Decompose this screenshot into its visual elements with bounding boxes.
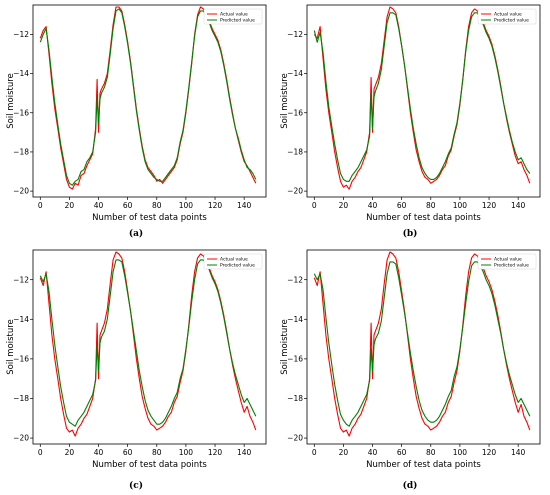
legend-box: [477, 253, 537, 270]
x-tick-label: 140: [237, 201, 252, 210]
y-tick-label: −14: [13, 69, 29, 78]
y-tick-label: −16: [287, 354, 303, 363]
series-line-actual: [313, 251, 531, 437]
chart-panel-3: 0 20 40 60 80 100 120 140 −12 −14 −16 −18 −20 Number …: [6, 249, 267, 491]
x-tick-label: 20: [339, 448, 349, 457]
plot-frame: [32, 249, 267, 445]
y-tick-label: −12: [13, 275, 29, 284]
y-tick-label: −12: [13, 30, 29, 39]
panel-caption: (d): [403, 480, 418, 491]
chart-panel-4: 0 20 40 60 80 100 120 140 −12 −14 −16 −18 −20 Number …: [280, 249, 541, 491]
y-tick-label: −14: [287, 69, 303, 78]
legend-box: [203, 253, 263, 270]
legend-label: Actual value: [220, 12, 248, 18]
y-tick-label: −16: [13, 354, 29, 363]
x-tick-label: 80: [152, 201, 162, 210]
x-tick-label: 120: [208, 201, 223, 210]
x-tick-label: 0: [312, 201, 317, 210]
series-line-predicted: [39, 259, 257, 427]
x-tick-label: 80: [152, 448, 162, 457]
legend-label: Predicted value: [220, 263, 255, 269]
x-tick-label: 140: [511, 448, 526, 457]
x-tick-label: 0: [38, 448, 43, 457]
chart-panel-1: 0 20 40 60 80 100 120 140 −12 −14 −16 −18 −20 Number …: [6, 4, 267, 239]
x-axis-label: Number of test data points: [366, 213, 481, 223]
x-tick-label: 40: [94, 448, 104, 457]
x-tick-label: 0: [312, 448, 317, 457]
x-tick-label: 0: [38, 201, 43, 210]
x-tick-label: 140: [237, 448, 252, 457]
y-tick-label: −14: [13, 315, 29, 324]
y-tick-label: −20: [287, 187, 303, 196]
series-line-predicted: [39, 8, 257, 186]
x-tick-label: 40: [94, 201, 104, 210]
panel-caption: (c): [129, 480, 143, 491]
plot-frame: [32, 4, 267, 198]
y-tick-label: −18: [287, 148, 303, 157]
y-tick-label: −18: [13, 394, 29, 403]
x-tick-label: 60: [123, 201, 133, 210]
x-tick-label: 20: [339, 201, 349, 210]
plot-frame: [306, 249, 541, 445]
legend-label: Predicted value: [494, 263, 529, 269]
series-line-actual: [39, 6, 257, 190]
x-tick-label: 20: [65, 201, 75, 210]
y-tick-label: −20: [287, 434, 303, 443]
series-line-predicted: [313, 261, 531, 427]
y-axis-label: Soil moisture: [280, 73, 290, 129]
x-tick-label: 100: [179, 448, 194, 457]
plot-frame: [306, 4, 541, 198]
y-tick-label: −14: [287, 315, 303, 324]
panel-caption: (a): [129, 228, 143, 239]
x-axis-label: Number of test data points: [366, 460, 481, 470]
legend-label: Predicted value: [220, 18, 255, 24]
x-axis-label: Number of test data points: [92, 460, 207, 470]
series-line-actual: [39, 251, 257, 437]
chart-panel-2: 0 20 40 60 80 100 120 140 −12 −14 −16 −18 −20 Number …: [280, 4, 541, 239]
y-tick-label: −18: [287, 394, 303, 403]
y-tick-label: −16: [287, 108, 303, 117]
y-axis-label: Soil moisture: [280, 319, 290, 375]
x-tick-label: 100: [453, 201, 468, 210]
x-tick-label: 40: [368, 201, 378, 210]
y-axis-label: Soil moisture: [6, 73, 16, 129]
x-tick-label: 60: [397, 448, 407, 457]
x-tick-label: 120: [208, 448, 223, 457]
x-tick-label: 60: [397, 201, 407, 210]
legend-label: Actual value: [494, 12, 522, 18]
x-tick-label: 120: [482, 448, 497, 457]
x-tick-label: 100: [453, 448, 468, 457]
x-tick-label: 80: [426, 201, 436, 210]
series-line-actual: [313, 6, 531, 190]
x-tick-label: 80: [426, 448, 436, 457]
y-axis-label: Soil moisture: [6, 319, 16, 375]
y-tick-label: −12: [287, 275, 303, 284]
legend-label: Actual value: [494, 257, 522, 263]
legend-label: Actual value: [220, 257, 248, 263]
y-tick-label: −18: [13, 148, 29, 157]
y-tick-label: −12: [287, 30, 303, 39]
y-tick-label: −16: [13, 108, 29, 117]
x-tick-label: 20: [65, 448, 75, 457]
y-tick-label: −20: [13, 187, 29, 196]
x-tick-label: 120: [482, 201, 497, 210]
legend-box: [203, 8, 263, 25]
legend-box: [477, 8, 537, 25]
x-tick-label: 40: [368, 448, 378, 457]
x-tick-label: 100: [179, 201, 194, 210]
series-line-predicted: [313, 12, 531, 182]
y-tick-label: −20: [13, 434, 29, 443]
legend-label: Predicted value: [494, 18, 529, 24]
x-axis-label: Number of test data points: [92, 213, 207, 223]
x-tick-label: 60: [123, 448, 133, 457]
panel-caption: (b): [403, 228, 418, 239]
x-tick-label: 140: [511, 201, 526, 210]
